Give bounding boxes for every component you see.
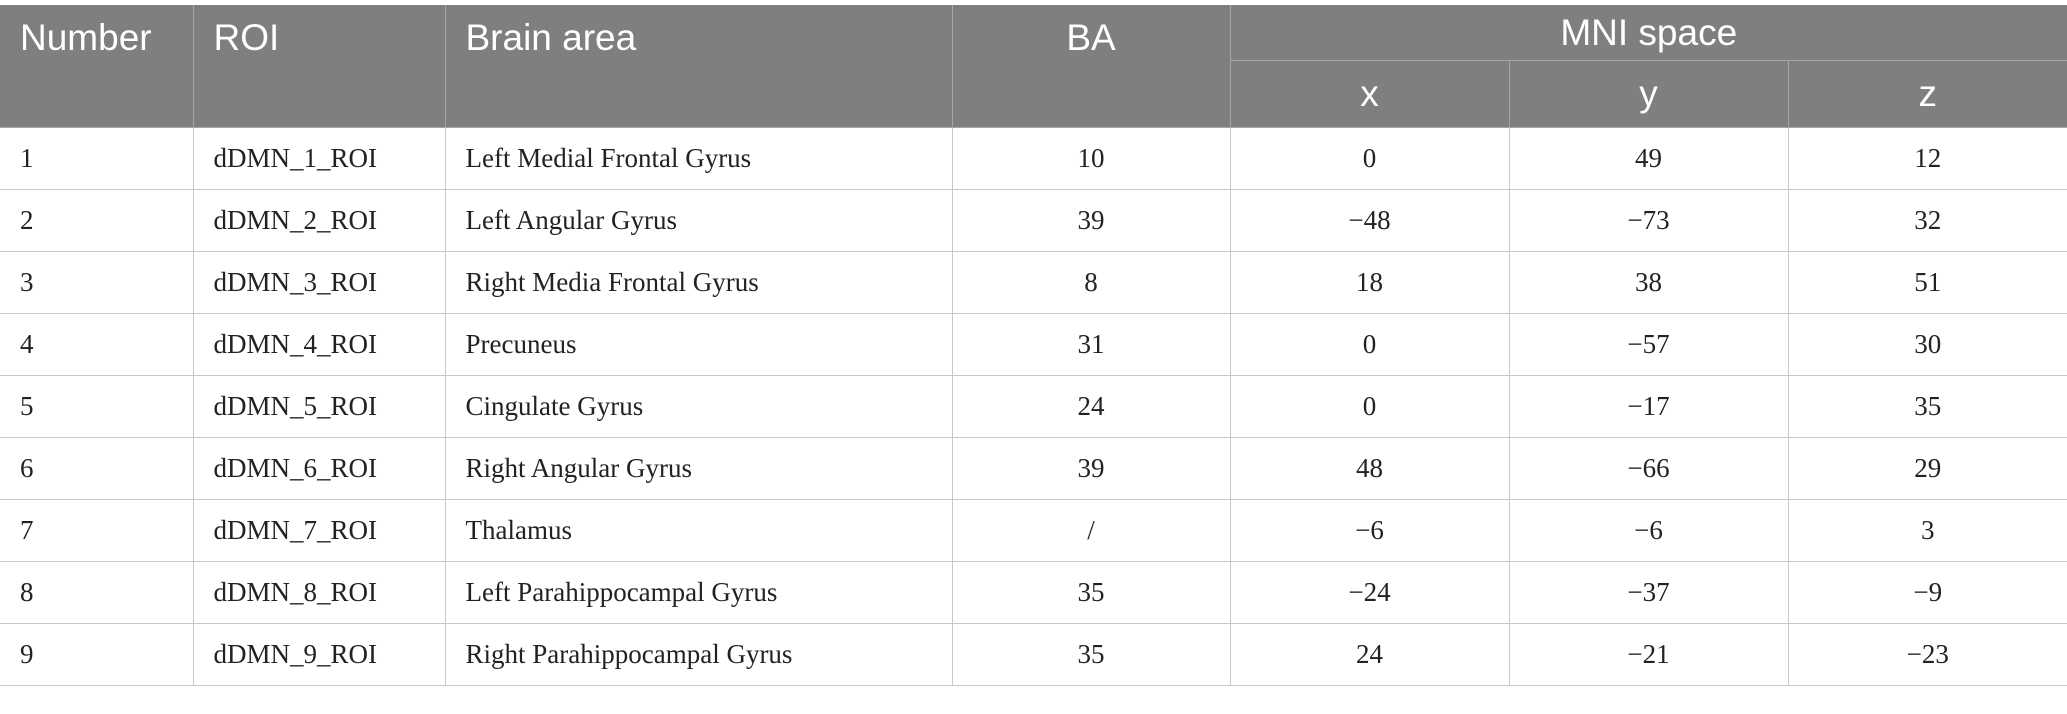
cell-y: −73 (1509, 189, 1789, 252)
header-mni-space: MNI space (1230, 5, 2067, 61)
cell-brain-area: Right Media Frontal Gyrus (445, 251, 953, 314)
cell-y: −66 (1509, 437, 1789, 500)
cell-number: 7 (0, 499, 194, 562)
cell-brain-area: Cingulate Gyrus (445, 375, 953, 438)
header-x: x (1230, 60, 1510, 128)
cell-ba: 35 (952, 561, 1231, 624)
cell-ba: 8 (952, 251, 1231, 314)
cell-z: 32 (1788, 189, 2067, 252)
table-row: 4 dDMN_4_ROI Precuneus 31 0 −57 30 (0, 313, 2067, 376)
header-row-1: Number ROI Brain area BA MNI space (0, 5, 2067, 128)
cell-number: 5 (0, 375, 194, 438)
header-number: Number (0, 5, 194, 128)
cell-y: −17 (1509, 375, 1789, 438)
cell-x: 24 (1230, 623, 1510, 686)
cell-x: 18 (1230, 251, 1510, 314)
roi-table: Number ROI Brain area BA MNI space x y z… (0, 5, 2067, 686)
header-roi: ROI (193, 5, 446, 128)
cell-z: 29 (1788, 437, 2067, 500)
cell-z: −23 (1788, 623, 2067, 686)
table-row: 2 dDMN_2_ROI Left Angular Gyrus 39 −48 −73 32 (0, 189, 2067, 252)
cell-brain-area: Right Angular Gyrus (445, 437, 953, 500)
table-row: 7 dDMN_7_ROI Thalamus / −6 −6 3 (0, 499, 2067, 562)
cell-number: 1 (0, 127, 194, 190)
cell-brain-area: Right Parahippocampal Gyrus (445, 623, 953, 686)
cell-y: −37 (1509, 561, 1789, 624)
cell-ba: 24 (952, 375, 1231, 438)
cell-roi: dDMN_1_ROI (193, 127, 446, 190)
table-row: 6 dDMN_6_ROI Right Angular Gyrus 39 48 −66 29 (0, 437, 2067, 500)
cell-roi: dDMN_2_ROI (193, 189, 446, 252)
cell-y: −6 (1509, 499, 1789, 562)
cell-number: 4 (0, 313, 194, 376)
header-z: z (1788, 60, 2067, 128)
cell-brain-area: Thalamus (445, 499, 953, 562)
cell-ba: 39 (952, 437, 1231, 500)
cell-z: 35 (1788, 375, 2067, 438)
cell-brain-area: Left Angular Gyrus (445, 189, 953, 252)
cell-number: 9 (0, 623, 194, 686)
cell-ba: 35 (952, 623, 1231, 686)
table-row: 3 dDMN_3_ROI Right Media Frontal Gyrus 8 18 3… (0, 251, 2067, 314)
cell-roi: dDMN_8_ROI (193, 561, 446, 624)
cell-z: 3 (1788, 499, 2067, 562)
table-header: Number ROI Brain area BA MNI space x y z (0, 5, 2067, 128)
cell-z: −9 (1788, 561, 2067, 624)
cell-roi: dDMN_5_ROI (193, 375, 446, 438)
header-row-2: x y z (0, 60, 2067, 128)
cell-number: 3 (0, 251, 194, 314)
cell-x: −24 (1230, 561, 1510, 624)
cell-x: 48 (1230, 437, 1510, 500)
cell-roi: dDMN_3_ROI (193, 251, 446, 314)
cell-y: −21 (1509, 623, 1789, 686)
cell-y: −57 (1509, 313, 1789, 376)
cell-z: 51 (1788, 251, 2067, 314)
cell-number: 8 (0, 561, 194, 624)
cell-y: 38 (1509, 251, 1789, 314)
cell-x: −6 (1230, 499, 1510, 562)
table-row: 1 dDMN_1_ROI Left Medial Frontal Gyrus 10 0 4… (0, 127, 2067, 190)
cell-number: 6 (0, 437, 194, 500)
cell-ba: 31 (952, 313, 1231, 376)
cell-brain-area: Precuneus (445, 313, 953, 376)
cell-z: 30 (1788, 313, 2067, 376)
table-row: 9 dDMN_9_ROI Right Parahippocampal Gyrus 35… (0, 623, 2067, 686)
cell-roi: dDMN_4_ROI (193, 313, 446, 376)
cell-number: 2 (0, 189, 194, 252)
cell-ba: 39 (952, 189, 1231, 252)
cell-ba: / (952, 499, 1231, 562)
cell-ba: 10 (952, 127, 1231, 190)
table-row: 5 dDMN_5_ROI Cingulate Gyrus 24 0 −17 35 (0, 375, 2067, 438)
table-row: 8 dDMN_8_ROI Left Parahippocampal Gyrus 35−… (0, 561, 2067, 624)
cell-brain-area: Left Parahippocampal Gyrus (445, 561, 953, 624)
cell-x: 0 (1230, 313, 1510, 376)
cell-roi: dDMN_6_ROI (193, 437, 446, 500)
header-y: y (1509, 60, 1789, 128)
cell-brain-area: Left Medial Frontal Gyrus (445, 127, 953, 190)
header-ba: BA (952, 5, 1231, 128)
cell-x: 0 (1230, 375, 1510, 438)
header-brain-area: Brain area (445, 5, 953, 128)
table-body: 1 dDMN_1_ROI Left Medial Frontal Gyrus 10 0 4… (0, 127, 2067, 686)
cell-roi: dDMN_9_ROI (193, 623, 446, 686)
cell-roi: dDMN_7_ROI (193, 499, 446, 562)
cell-x: 0 (1230, 127, 1510, 190)
cell-y: 49 (1509, 127, 1789, 190)
cell-x: −48 (1230, 189, 1510, 252)
cell-z: 12 (1788, 127, 2067, 190)
